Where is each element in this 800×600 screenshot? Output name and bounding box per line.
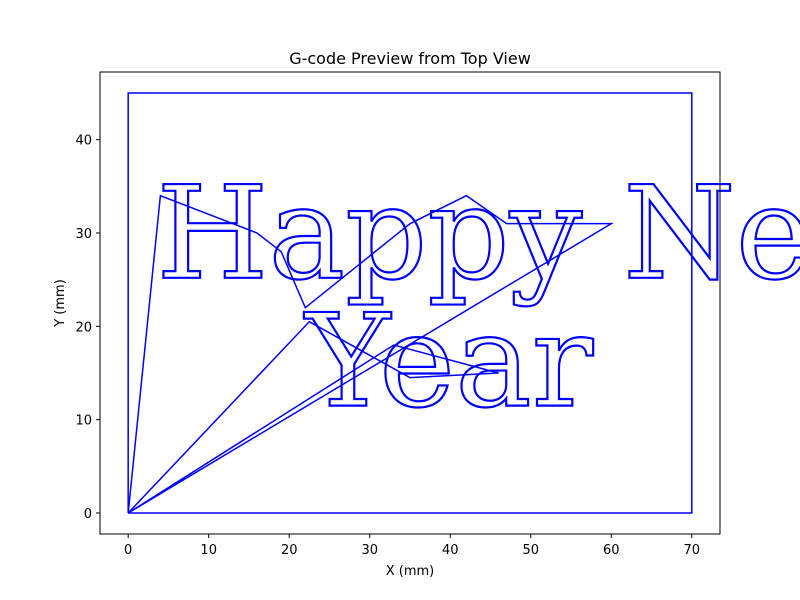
plot-area: Happy NewYear	[127, 92, 800, 514]
x-tick-label: 50	[523, 543, 540, 558]
y-tick-label: 40	[75, 134, 92, 149]
series-travel-moves	[127, 194, 615, 514]
engraved-text-line-2: Year	[303, 288, 593, 437]
chart-title: G-code Preview from Top View	[289, 49, 531, 68]
y-tick-label: 20	[75, 320, 92, 335]
y-axis: 0 10 20 30 40	[75, 134, 100, 522]
y-axis-label: Y (mm)	[53, 279, 68, 328]
series-border	[127, 92, 693, 514]
x-tick-label: 20	[281, 543, 298, 558]
x-tick-label: 0	[124, 543, 132, 558]
y-tick-label: 30	[75, 227, 92, 242]
y-tick-label: 10	[75, 414, 92, 429]
x-axis-label: X (mm)	[386, 564, 435, 579]
x-axis: 0 10 20 30 40 50 60 70	[124, 534, 700, 558]
axes-frame	[99, 71, 721, 535]
x-tick-label: 10	[200, 543, 217, 558]
engraved-text-line-1: Happy New	[156, 160, 800, 309]
x-tick-label: 40	[442, 543, 459, 558]
x-tick-label: 70	[684, 543, 701, 558]
x-tick-label: 60	[603, 543, 620, 558]
x-tick-label: 30	[361, 543, 378, 558]
y-tick-label: 0	[84, 507, 92, 522]
